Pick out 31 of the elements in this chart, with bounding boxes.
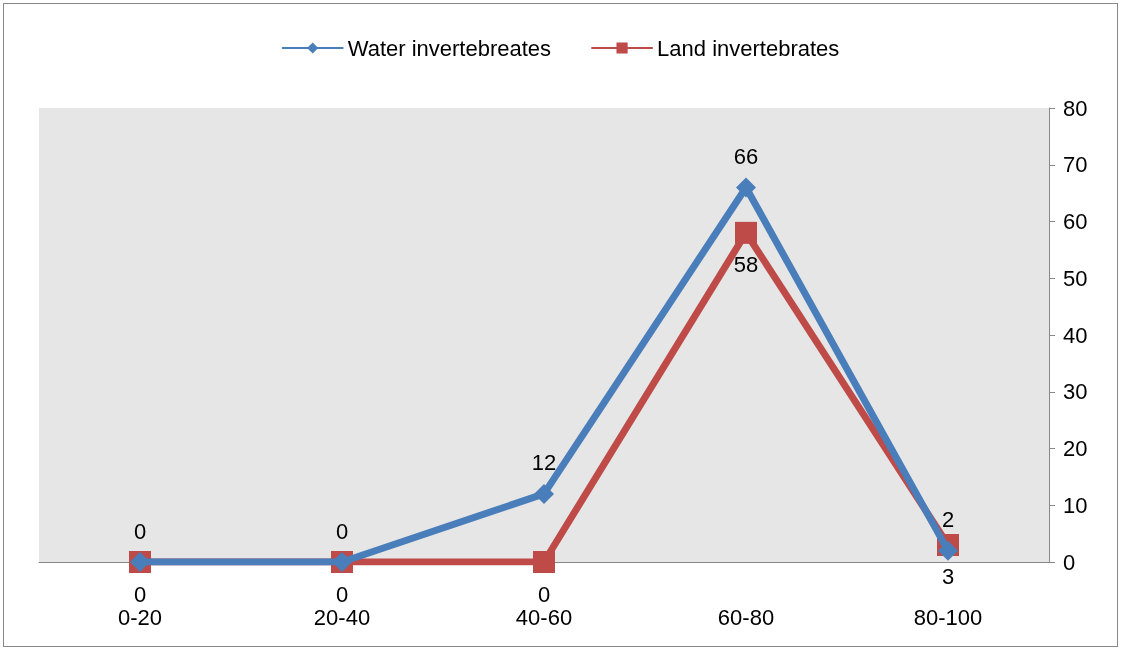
- y-tick-label: 70: [1063, 152, 1088, 178]
- legend-label: Water invertebreates: [347, 35, 552, 61]
- y-tick-label: 50: [1063, 265, 1088, 291]
- y-tick-label: 30: [1063, 379, 1088, 405]
- x-tick-label: 20-40: [313, 604, 371, 630]
- data-label: 0: [335, 581, 349, 607]
- y-tick-label: 40: [1063, 322, 1088, 348]
- y-tick-label: 60: [1063, 209, 1088, 234]
- x-tick-label: 40-60: [515, 604, 573, 630]
- y-tick-label: 20: [1063, 436, 1088, 461]
- point: [736, 177, 756, 198]
- data-label: 0: [133, 518, 147, 544]
- x-tick-label: 60-80: [717, 604, 775, 630]
- y-tick-label: 80: [1063, 95, 1088, 121]
- y-tick-label: 10: [1063, 492, 1088, 518]
- data-label: 0: [335, 518, 349, 544]
- data-label: 2: [941, 507, 955, 533]
- x-tick-label: 0-20: [117, 604, 163, 630]
- data-label: 0: [133, 581, 147, 607]
- point: [735, 221, 757, 244]
- y-tick-label: 0: [1063, 549, 1076, 575]
- data-label: 0: [537, 581, 551, 607]
- data-label: 58: [733, 252, 759, 278]
- x-tick-label: 80-100: [913, 604, 983, 630]
- data-label: 66: [733, 143, 759, 169]
- data-label: 12: [531, 450, 557, 476]
- data-label: 3: [941, 564, 955, 590]
- point: [938, 540, 958, 561]
- legend-label: Land invertebrates: [657, 35, 840, 61]
- point: [533, 551, 555, 573]
- point: [534, 483, 554, 504]
